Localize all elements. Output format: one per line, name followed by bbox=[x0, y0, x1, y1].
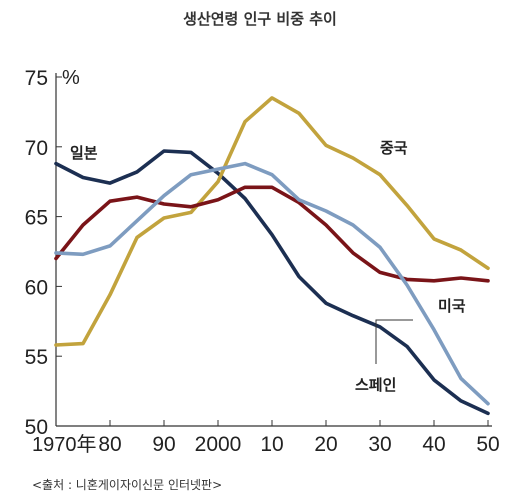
chart-axes: 50 55 60 65 70 75 % 1970年 80 90 2000 10 20 30 40 50 bbox=[25, 67, 500, 456]
x-tick-label: 30 bbox=[368, 433, 391, 456]
x-tick-label: 10 bbox=[260, 433, 283, 456]
series-label-미국: 미국 bbox=[438, 297, 466, 315]
x-tick-label: 80 bbox=[98, 433, 121, 456]
series-lines bbox=[54, 96, 490, 416]
x-tick-label: 40 bbox=[422, 433, 445, 456]
y-tick-label: 65 bbox=[25, 207, 48, 230]
y-tick-label: 60 bbox=[25, 276, 48, 299]
series-label-일본: 일본 bbox=[70, 144, 98, 162]
y-tick-label: 50 bbox=[25, 416, 48, 439]
y-unit-label: % bbox=[62, 67, 80, 89]
series-line-일본 bbox=[54, 149, 490, 416]
y-tick-label: 55 bbox=[25, 346, 48, 369]
series-line-미국 bbox=[54, 185, 490, 283]
series-line-중국 bbox=[54, 96, 490, 347]
source-note: <출처 : 니혼게이자이신문 인터넷판> bbox=[32, 478, 223, 492]
y-tick-label: 75 bbox=[25, 67, 48, 90]
x-tick-label: 2000 bbox=[195, 433, 242, 456]
spain-label-leader bbox=[375, 319, 413, 364]
x-tick-label: 20 bbox=[314, 433, 337, 456]
series-line-스페인 bbox=[54, 161, 490, 406]
x-tick-label: 50 bbox=[476, 433, 499, 456]
x-tick-label: 90 bbox=[152, 433, 175, 456]
x-tick-label: 1970年 bbox=[32, 433, 97, 456]
chart-title: 생산연령 인구 비중 추이 bbox=[183, 10, 337, 28]
y-tick-label: 70 bbox=[25, 137, 48, 160]
series-label-스페인: 스페인 bbox=[355, 376, 396, 394]
series-label-중국: 중국 bbox=[380, 139, 408, 157]
